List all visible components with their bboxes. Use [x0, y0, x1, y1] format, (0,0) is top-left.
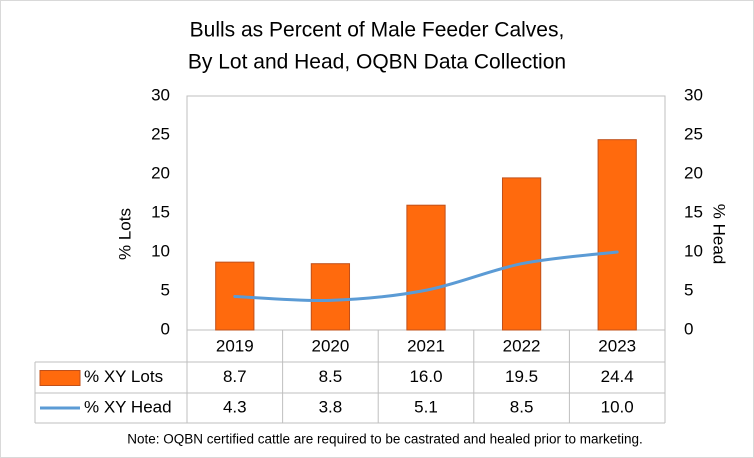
- legend-label: % XY Head: [84, 397, 172, 416]
- y2-tick-label: 30: [684, 85, 703, 104]
- y-tick-label: 5: [161, 280, 170, 299]
- bar: [501, 177, 542, 331]
- x-tick-label: 2019: [216, 336, 254, 355]
- y2-tick-label: 5: [684, 280, 693, 299]
- line: [233, 250, 619, 303]
- y2-tick-label: 0: [684, 319, 693, 338]
- table-value: 8.7: [223, 367, 247, 386]
- legend-key: [39, 370, 81, 386]
- chart-title: Bulls as Percent of Male Feeder Calves,: [190, 19, 565, 42]
- x-tick-label: 2023: [598, 336, 636, 355]
- note: Note: OQBN certified cattle are required…: [127, 432, 643, 447]
- y-tick-label: 0: [161, 319, 170, 338]
- table-value: 4.3: [223, 397, 247, 416]
- x-tick-label: 2022: [503, 336, 541, 355]
- y-tick-label: 20: [151, 163, 170, 182]
- y-tick-label: 10: [151, 241, 170, 260]
- bar: [597, 139, 637, 331]
- x-tick-label: 2020: [311, 336, 349, 355]
- chart-title: By Lot and Head, OQBN Data Collection: [188, 51, 566, 74]
- y2-tick-label: 25: [684, 124, 703, 143]
- y2-tick-label: 10: [684, 241, 703, 260]
- y-tick-label: 15: [151, 202, 170, 221]
- y-tick-label: 25: [151, 124, 170, 143]
- table-value: 3.8: [319, 397, 343, 416]
- table-value: 8.5: [510, 397, 534, 416]
- table-value: 8.5: [319, 367, 343, 386]
- table-value: 10.0: [601, 397, 634, 416]
- legend-label: % XY Lots: [84, 367, 163, 386]
- bar: [310, 263, 351, 331]
- x-tick-label: 2021: [407, 336, 445, 355]
- bar: [406, 204, 446, 331]
- y-tick-label: 30: [151, 85, 170, 104]
- y2-tick-label: 20: [684, 163, 703, 182]
- table-value: 5.1: [414, 397, 438, 416]
- table-value: 16.0: [409, 367, 442, 386]
- y-axis-label: % Lots: [115, 208, 134, 260]
- table-value: 24.4: [601, 367, 634, 386]
- y2-tick-label: 15: [684, 202, 703, 221]
- y2-axis-label: % Head: [710, 204, 729, 264]
- table-value: 19.5: [505, 367, 538, 386]
